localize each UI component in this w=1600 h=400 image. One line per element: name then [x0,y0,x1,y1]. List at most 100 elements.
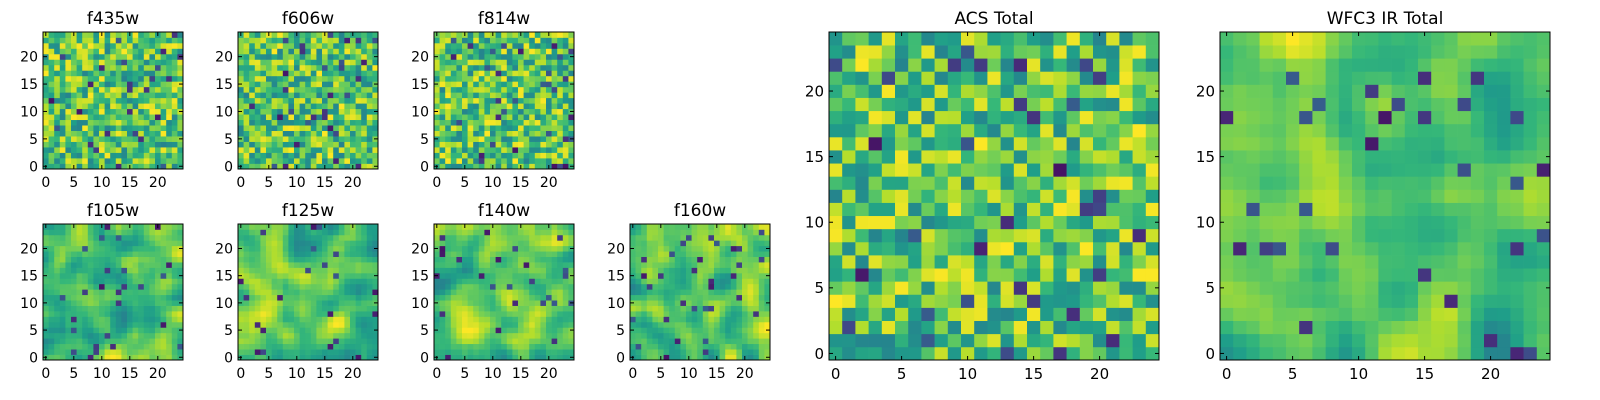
heatmap-cell [725,267,732,274]
heatmap-cell [65,108,72,115]
heatmap-cell [630,267,636,274]
heatmap-cell [730,332,737,339]
heatmap-cell [478,97,485,104]
heatmap-cell [540,136,547,142]
heatmap-cell [658,234,664,241]
x-tick-label: 10 [484,175,502,191]
heatmap-cell [708,332,715,339]
heatmap-cell [456,108,463,115]
heatmap-cell [338,251,345,257]
heatmap-cell [288,327,295,334]
heatmap-cell [1066,228,1081,243]
heatmap-cell [282,158,289,164]
heatmap-cell [674,251,681,257]
heatmap-cell [310,251,317,257]
heatmap-cell [987,333,1001,348]
heatmap-cell [434,103,440,110]
heatmap-cell [895,268,909,282]
heatmap-cell [462,119,468,126]
heatmap-cell [294,229,300,236]
heatmap-cell [65,48,72,55]
heatmap-cell [127,272,133,279]
heatmap-cell [149,234,156,241]
heatmap-cell [1027,255,1041,269]
heatmap-cell [254,305,261,312]
heatmap-cell [646,256,653,263]
heatmap-cell [450,245,457,252]
heatmap-cell [333,338,340,345]
y-tick-label: 0 [29,350,38,366]
heatmap-cell [439,251,446,257]
heatmap-cell [501,256,508,263]
heatmap-cell [310,48,317,55]
heatmap-cell [501,32,508,38]
heatmap-cell [166,224,173,230]
heatmap-cell [127,158,133,164]
heatmap-cell [1053,215,1067,230]
heatmap-cell [506,81,513,88]
heatmap-cell [177,75,184,82]
heatmap-cell [54,53,61,60]
heatmap-cell [764,283,771,290]
heatmap-cell [166,81,173,88]
heatmap-cell [680,278,687,285]
heatmap-cell [708,224,715,230]
heatmap-cell [54,141,61,148]
heatmap-cell [121,48,128,55]
heatmap-cell [104,37,111,44]
heatmap-cell [434,42,440,49]
heatmap-cell [110,64,117,71]
heatmap-cell [294,278,300,285]
heatmap-cell [54,130,61,137]
heatmap-cell [450,327,457,334]
heatmap-cell [719,354,726,361]
heatmap-cell [456,229,463,236]
heatmap-cell [546,70,552,77]
heatmap-cell [294,327,300,334]
heatmap-cell [495,354,502,361]
heatmap-cell [288,234,295,241]
heatmap-cell [166,327,173,334]
heatmap-cell [294,245,300,252]
heatmap-cell [87,92,94,99]
heatmap-cell [758,278,765,285]
heatmap-cell [65,234,72,241]
heatmap-cell [546,108,552,115]
heatmap-cell [456,321,463,328]
y-tick-label: 15 [20,269,38,285]
heatmap-cell [478,81,485,88]
heatmap-cell [254,311,261,317]
heatmap-cell [177,294,184,301]
heatmap-cell [719,305,726,312]
heatmap-cell [171,245,178,252]
heatmap-cell [316,70,323,77]
heatmap-cell [344,294,351,301]
heatmap-cell [54,338,61,345]
heatmap-cell [271,294,278,301]
heatmap-cell [138,119,145,126]
heatmap-cell [43,267,49,274]
heatmap-cell [243,97,250,104]
heatmap-cell [238,294,244,301]
heatmap-cell [366,278,373,285]
heatmap-cell [132,64,139,71]
heatmap-cell [758,354,765,361]
heatmap-cell [546,278,552,285]
heatmap-cell [143,92,150,99]
heatmap-cell [355,311,362,317]
heatmap-cell [523,272,530,279]
heatmap-cell [132,338,139,345]
heatmap-cell [562,42,569,49]
heatmap-cell [48,272,55,279]
heatmap-cell [327,256,334,263]
heatmap-cell [674,283,681,290]
heatmap-cell [1013,176,1028,190]
heatmap-cell [355,338,362,345]
heatmap-cell [495,147,502,153]
heatmap-cell [93,86,100,93]
heatmap-cell [669,256,676,263]
heatmap-cell [333,343,340,350]
heatmap-cell [501,283,508,290]
heatmap-cell [540,316,547,323]
heatmap-cell [305,136,312,142]
